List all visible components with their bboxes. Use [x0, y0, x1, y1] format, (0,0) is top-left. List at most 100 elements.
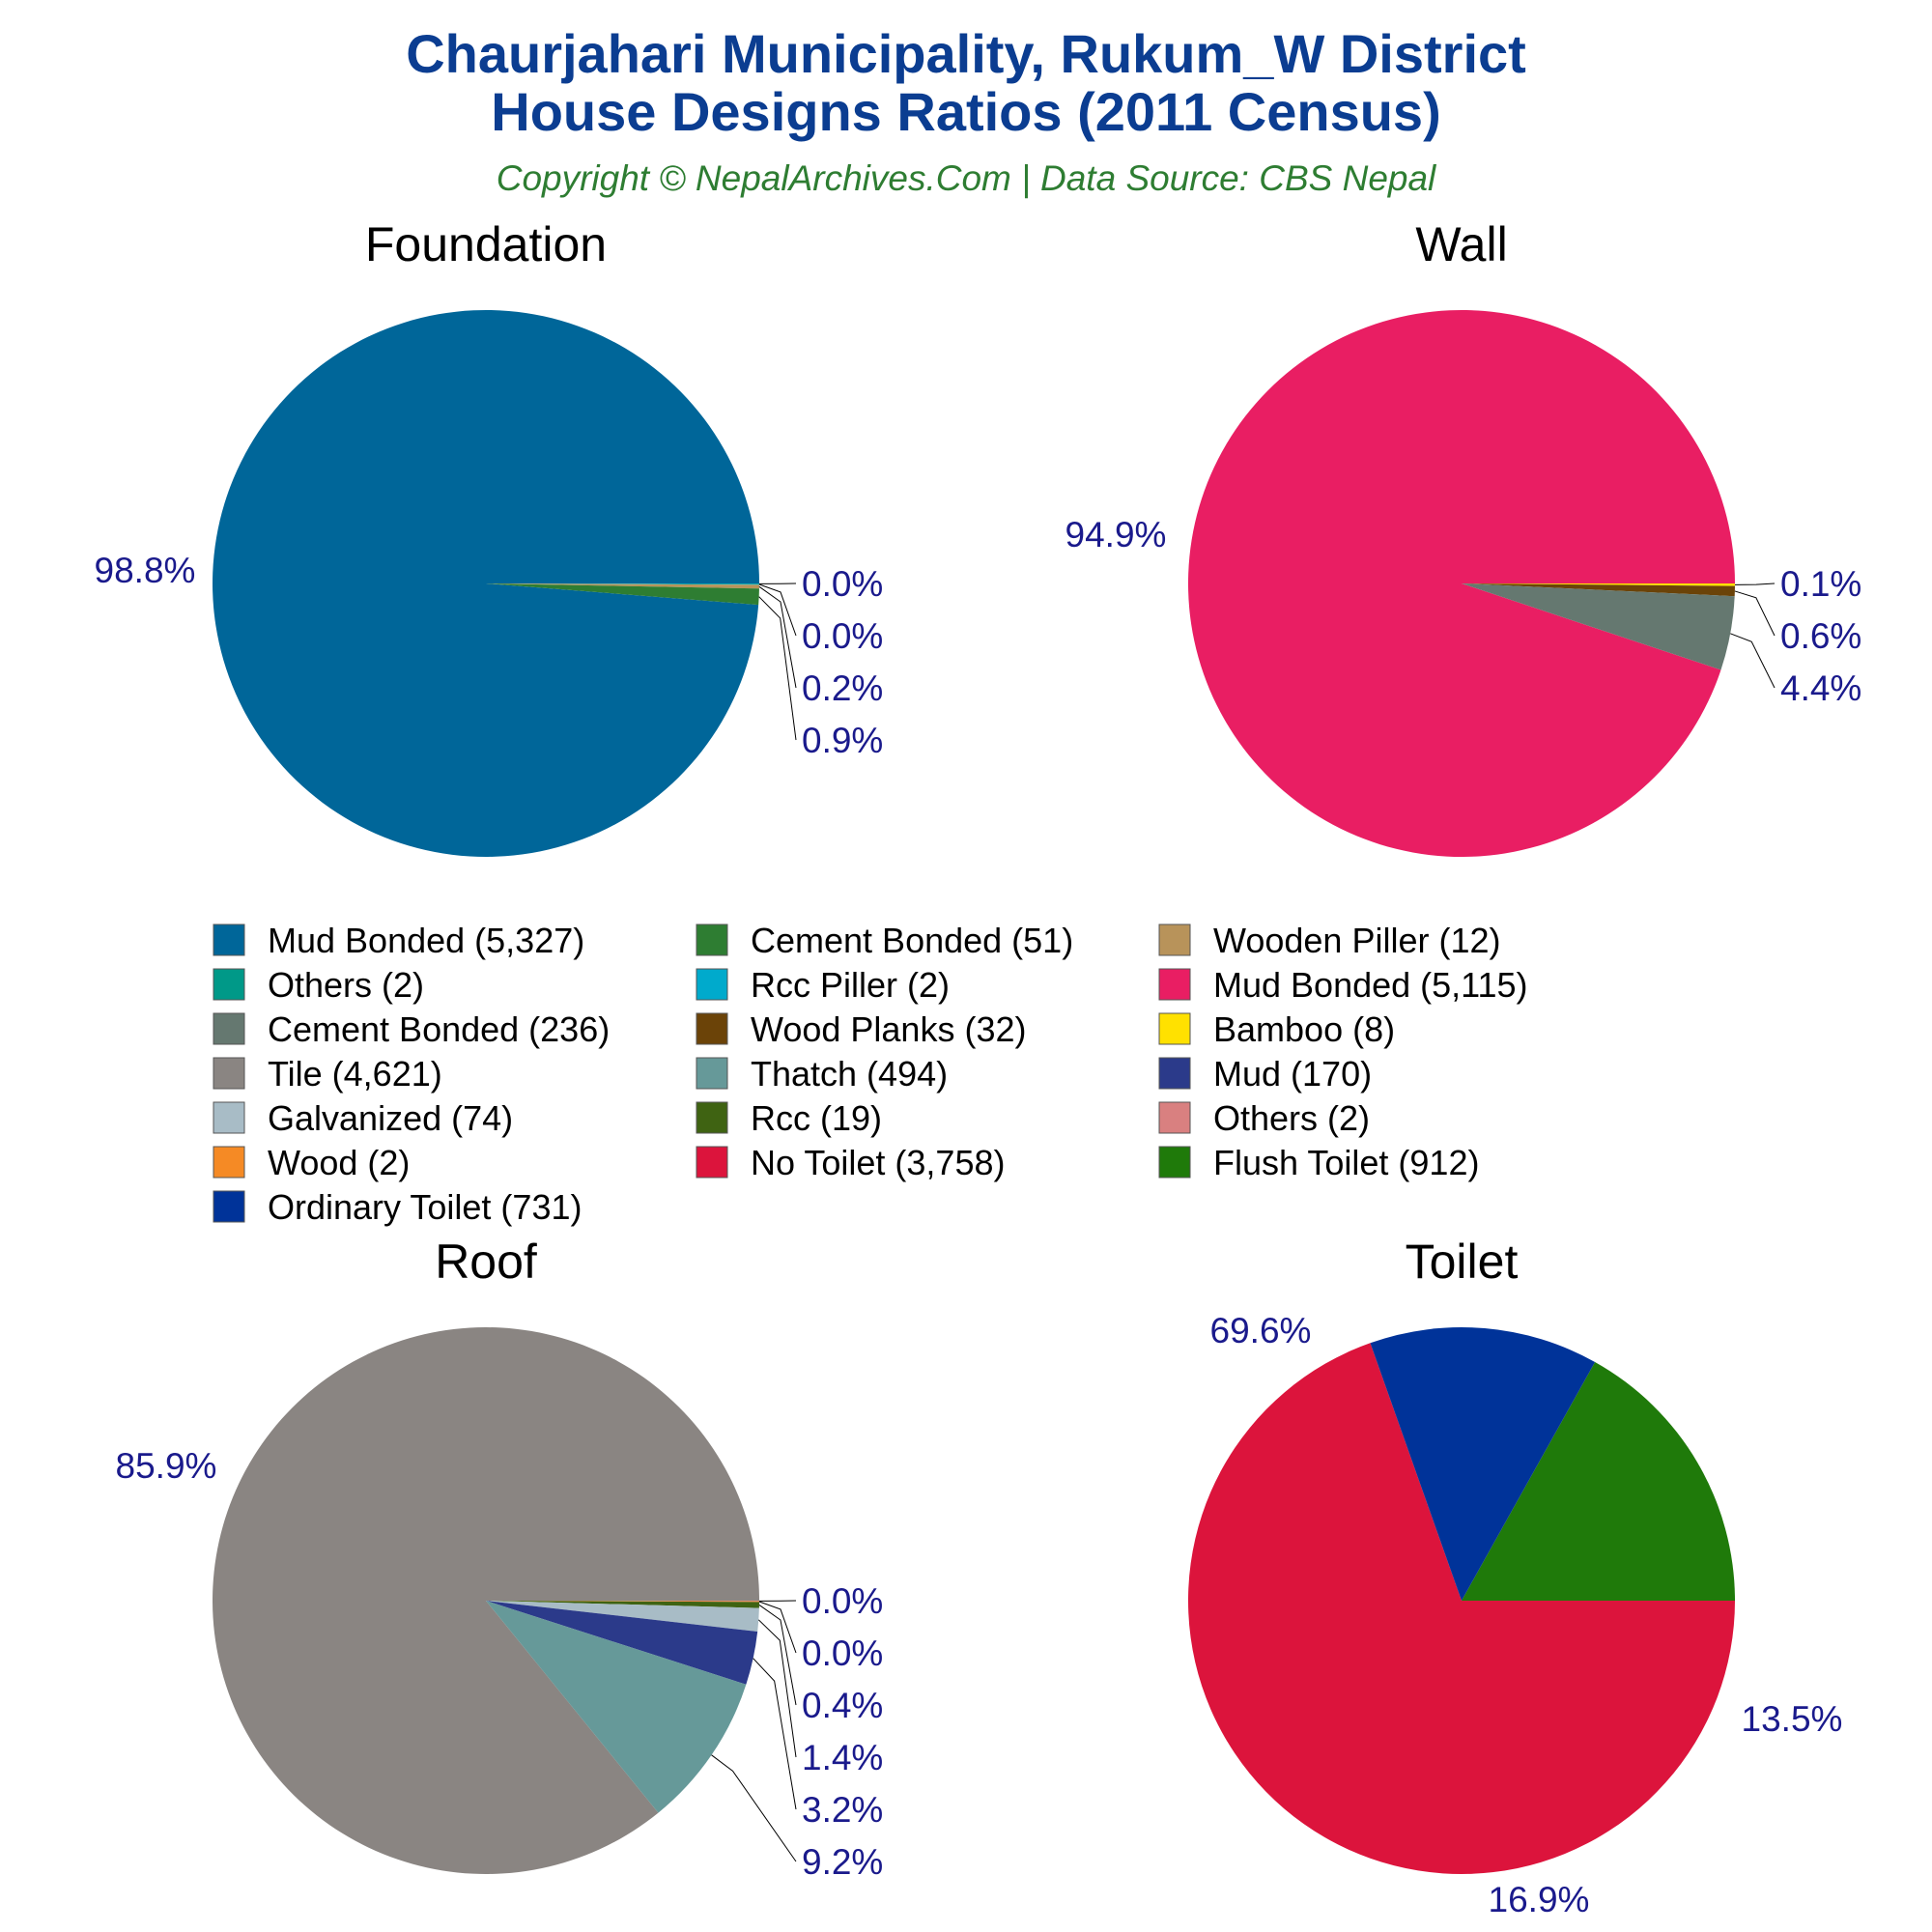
legend-item: Galvanized (74) [213, 1098, 513, 1138]
legend-item: Ordinary Toilet (731) [213, 1187, 582, 1227]
slice-wall-wood-planks [1462, 583, 1735, 597]
legend-label: Flush Toilet (912) [1213, 1143, 1479, 1182]
legend-label: Mud Bonded (5,327) [268, 921, 584, 960]
slice-roof-thatch [486, 1601, 747, 1813]
legend-item: Thatch (494) [696, 1054, 948, 1094]
pct-label-roof-wood: 0.0% [802, 1634, 883, 1673]
legend-label: Bamboo (8) [1213, 1009, 1395, 1049]
leader-line-roof-galvanized [757, 1619, 797, 1758]
legend-label: Others (2) [1213, 1098, 1370, 1138]
slice-toilet-no-toilet [1187, 1343, 1735, 1875]
legend-label: Rcc (19) [751, 1098, 882, 1138]
legend-swatch [213, 968, 245, 1001]
pct-label-roof-thatch: 9.2% [802, 1842, 883, 1882]
pct-label-foundation-wooden-piller: 0.2% [802, 668, 883, 708]
slice-foundation-wooden-piller [486, 583, 759, 589]
pct-label-wall-wood-planks: 0.6% [1780, 616, 1861, 656]
legend-swatch [696, 923, 728, 956]
legend-swatch [1158, 923, 1191, 956]
pct-label-toilet-ordinary-toilet: 13.5% [1742, 1699, 1843, 1739]
legend-label: Wood (2) [268, 1143, 410, 1182]
pct-label-roof-tile: 85.9% [116, 1446, 217, 1486]
legend-item: Mud (170) [1158, 1054, 1372, 1094]
legend-item: Mud Bonded (5,327) [213, 921, 584, 960]
legend-swatch [213, 1012, 245, 1045]
legend-swatch [213, 1190, 245, 1223]
leader-line-wall-wood-planks [1734, 590, 1776, 637]
pies-group: Foundation 98.8% 0.0% 0.0% 0.2% 0.9% Wall 94.9%… [95, 217, 1862, 1919]
legend-item: Bamboo (8) [1158, 1009, 1395, 1049]
legend-label: Mud Bonded (5,115) [1213, 965, 1528, 1005]
pct-label-wall-mud-bonded: 94.9% [1065, 515, 1167, 554]
legend-swatch [696, 1146, 728, 1179]
pct-label-roof-others: 0.0% [802, 1581, 883, 1621]
pie-title-wall: Wall [1415, 217, 1507, 271]
pct-label-wall-bamboo: 0.1% [1780, 564, 1861, 604]
pie-title-foundation: Foundation [365, 217, 607, 271]
chart-subtitle: Copyright © NepalArchives.Com | Data Sou… [497, 158, 1437, 198]
legend-swatch [1158, 968, 1191, 1001]
pct-label-foundation-cement-bonded: 0.9% [802, 721, 883, 760]
slice-roof-mud [486, 1601, 758, 1685]
legend-item: Others (2) [1158, 1098, 1370, 1138]
leader-line-wall-bamboo [1734, 582, 1776, 585]
pct-label-roof-mud: 3.2% [802, 1790, 883, 1830]
slice-wall-mud-bonded [1187, 310, 1735, 858]
legend-item: Rcc (19) [696, 1098, 882, 1138]
legend-item: Wood Planks (32) [696, 1009, 1026, 1049]
slice-foundation-cement-bonded [486, 583, 759, 606]
slice-foundation-mud-bonded [213, 309, 759, 857]
leader-line-roof-wood [758, 1601, 797, 1654]
pct-label-foundation-others: 0.0% [802, 564, 883, 604]
slice-foundation-rcc-piller [486, 583, 759, 585]
legend-label: No Toilet (3,758) [751, 1143, 1005, 1182]
legend-item: Wood (2) [213, 1143, 410, 1182]
legend-item: Rcc Piller (2) [696, 965, 950, 1005]
pct-label-roof-rcc: 0.4% [802, 1686, 883, 1725]
pct-label-roof-galvanized: 1.4% [802, 1738, 883, 1777]
pie-wall: Wall 94.9% 0.1% 0.6% 4.4% [1065, 217, 1861, 858]
legend-label: Tile (4,621) [268, 1054, 442, 1094]
leader-line-foundation-rcc-piller [758, 583, 797, 637]
legend-swatch [213, 1101, 245, 1134]
legend-swatch [213, 923, 245, 956]
legend-item: Cement Bonded (51) [696, 921, 1073, 960]
legend-item: Flush Toilet (912) [1158, 1143, 1479, 1182]
legend-swatch [696, 1101, 728, 1134]
leader-line-roof-rcc [758, 1605, 797, 1706]
pie-title-toilet: Toilet [1406, 1235, 1519, 1289]
legend-swatch [1158, 1146, 1191, 1179]
legend-item: Mud Bonded (5,115) [1158, 965, 1528, 1005]
pct-label-toilet-flush-toilet: 16.9% [1489, 1880, 1590, 1919]
legend-swatch [213, 1057, 245, 1090]
pct-label-wall-cement-bonded: 4.4% [1780, 668, 1861, 708]
legend-swatch [696, 1057, 728, 1090]
chart-title-line2: House Designs Ratios (2011 Census) [491, 81, 1440, 142]
slice-foundation-others [486, 583, 759, 584]
legend-label: Others (2) [268, 965, 424, 1005]
legend-label: Ordinary Toilet (731) [268, 1187, 582, 1227]
legend-label: Mud (170) [1213, 1054, 1372, 1094]
slice-roof-others [486, 1601, 759, 1602]
slice-wall-cement-bonded [1462, 583, 1735, 670]
legend-label: Wood Planks (32) [751, 1009, 1026, 1049]
legend-item: No Toilet (3,758) [696, 1143, 1005, 1182]
legend-item: Others (2) [213, 965, 424, 1005]
leader-line-roof-thatch [711, 1754, 797, 1862]
leader-line-roof-mud [753, 1658, 797, 1810]
pct-label-toilet-no-toilet: 69.6% [1210, 1311, 1312, 1350]
legend-item: Tile (4,621) [213, 1054, 442, 1094]
slice-toilet-flush-toilet [1462, 1361, 1735, 1601]
legend-label: Wooden Piller (12) [1213, 921, 1500, 960]
chart-title-line1: Chaurjahari Municipality, Rukum_W Distri… [406, 23, 1526, 84]
legend-label: Rcc Piller (2) [751, 965, 950, 1005]
legend-item: Wooden Piller (12) [1158, 921, 1500, 960]
legend-label: Cement Bonded (51) [751, 921, 1073, 960]
legend-swatch [213, 1146, 245, 1179]
pie-roof: Roof 85.9% 0.0% 0.0% 0.4% 1.4% 3.2% 9.2% [116, 1235, 884, 1882]
pie-title-roof: Roof [435, 1235, 537, 1289]
pie-toilet: Toilet 69.6% 16.9% 13.5% [1187, 1235, 1843, 1919]
slice-roof-galvanized [486, 1601, 759, 1632]
legend: Mud Bonded (5,327) Cement Bonded (51) Wood… [213, 921, 1528, 1227]
